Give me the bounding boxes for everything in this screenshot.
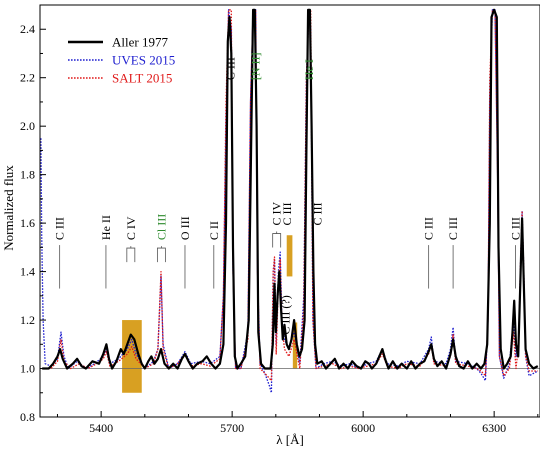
y-tick-label-6: 2.0 bbox=[20, 119, 35, 133]
line-label-1: He II bbox=[99, 215, 113, 240]
x-tick-label-2: 6000 bbox=[351, 421, 375, 435]
line-label-6: C III bbox=[223, 57, 237, 80]
y-tick-label-2: 1.2 bbox=[20, 313, 35, 327]
series-line-aller-1977 bbox=[42, 8, 539, 370]
line-label-13: C III bbox=[422, 217, 436, 240]
y-axis-label: Normalized flux bbox=[1, 165, 16, 251]
y-tick-label-3: 1.4 bbox=[20, 265, 35, 279]
highlight-boxes bbox=[122, 235, 298, 393]
y-tick-label-0: 0.8 bbox=[20, 410, 35, 424]
line-label-7: [N II] bbox=[249, 52, 263, 80]
highlight-box-2 bbox=[286, 235, 293, 277]
line-label-9: C III bbox=[280, 203, 294, 226]
legend-label-2: SALT 2015 bbox=[112, 71, 172, 86]
y-tick-label-7: 2.2 bbox=[20, 71, 35, 85]
y-tick-label-8: 2.4 bbox=[20, 22, 35, 36]
label-bracket-2 bbox=[126, 246, 136, 263]
line-label-3: Cl III bbox=[154, 214, 168, 240]
series-layer bbox=[40, 8, 539, 394]
annotation-layer: C III He II C IV Cl III O III C II C III [N II]… bbox=[53, 52, 523, 334]
line-label-0: C III bbox=[53, 217, 67, 240]
label-bracket-3 bbox=[156, 246, 166, 263]
line-label-5: C II bbox=[207, 221, 221, 240]
label-bracket-8 bbox=[272, 231, 282, 248]
line-label-10: C III (?) bbox=[278, 295, 292, 334]
tick-layer: 5400 5700 6000 6300 0.8 1.0 1.2 1.4 1.6 1.8 2.0 2.2… bbox=[20, 22, 539, 435]
x-tick-label-1: 5700 bbox=[220, 421, 244, 435]
line-label-14: C III bbox=[446, 217, 460, 240]
x-axis-label: λ [Å] bbox=[276, 432, 304, 447]
highlight-box-1 bbox=[122, 320, 142, 393]
line-label-4: O III bbox=[178, 216, 192, 240]
y-tick-label-4: 1.6 bbox=[20, 216, 35, 230]
highlight-box-3 bbox=[292, 322, 298, 369]
x-tick-label-3: 6300 bbox=[482, 421, 506, 435]
legend: Aller 1977 UVES 2015 SALT 2015 bbox=[68, 35, 175, 86]
plot-frame bbox=[39, 4, 540, 418]
legend-label-0: Aller 1977 bbox=[112, 35, 168, 50]
y-tick-label-1: 1.0 bbox=[20, 362, 35, 376]
line-label-8: C IV bbox=[270, 202, 284, 226]
line-label-11: He I bbox=[302, 59, 316, 80]
x-tick-label-0: 5400 bbox=[89, 421, 113, 435]
y-tick-label-5: 1.8 bbox=[20, 168, 35, 182]
line-label-2: C IV bbox=[124, 216, 138, 240]
legend-label-1: UVES 2015 bbox=[112, 53, 175, 68]
line-label-12: C III bbox=[311, 203, 325, 226]
line-label-15: C III bbox=[509, 217, 523, 240]
